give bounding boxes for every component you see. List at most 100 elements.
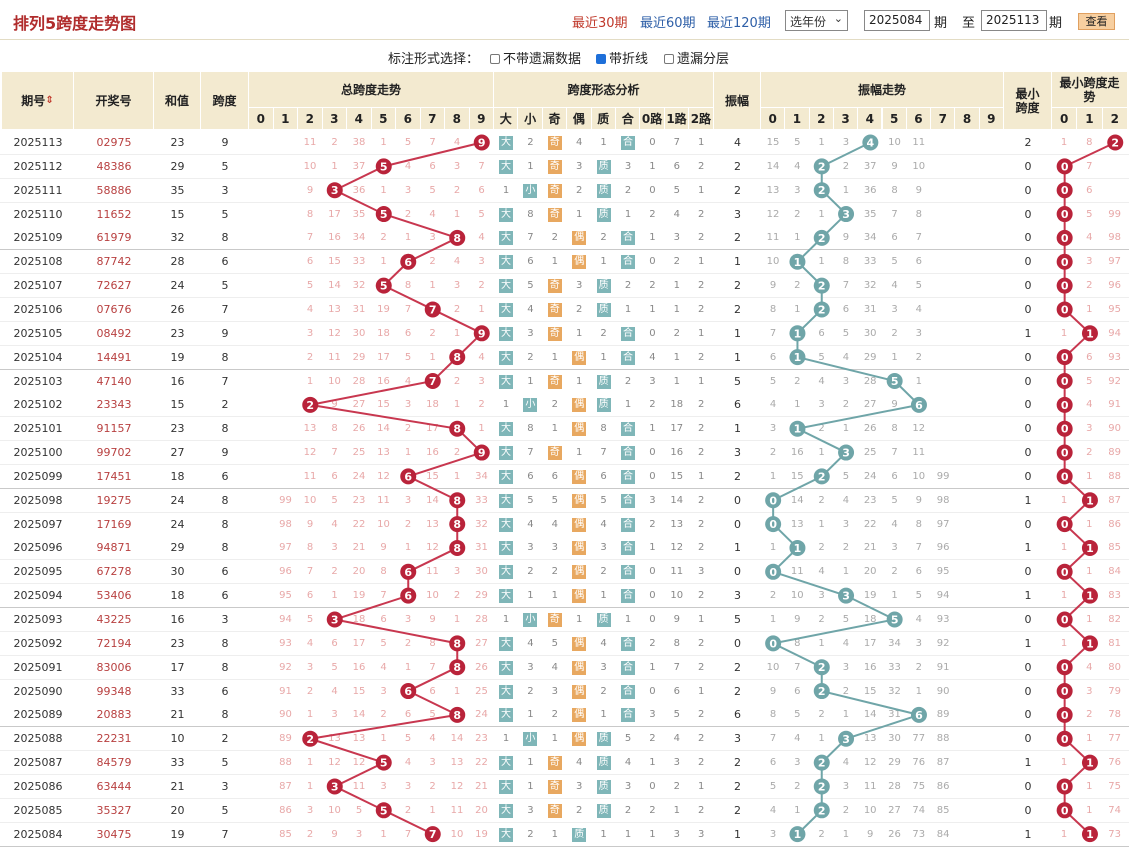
shape-cell: 奇 [547,159,562,174]
shape-cell: 4 [572,136,587,150]
year-select[interactable]: 选年份 ⌄ [785,10,848,31]
span-miss-cell: 11 [426,566,439,578]
shape-cell: 质 [596,398,611,413]
amp-miss-cell: 11 [912,137,926,148]
recent-30-link[interactable]: 最近30期 [572,16,628,31]
issue-cell: 2025087 [13,756,63,770]
span-miss-cell: 2 [331,137,338,148]
amp-cell: 2 [734,684,741,698]
col-issue-header[interactable]: 期号 ⇕ [2,72,74,130]
shape-cell: 2 [694,493,709,508]
span-miss-cell: 1 [306,375,314,387]
amp-miss-cell: 85 [936,804,950,816]
col-amp-trend-header: 振幅走势 [761,72,1004,108]
min-miss-cell: 1 [1086,780,1093,792]
option-no-miss[interactable]: 不带遗漏数据 [490,48,581,67]
span-miss-cell: 9 [331,399,338,411]
amp-miss-cell: 3 [891,303,898,315]
span-miss-cell: 2 [331,566,338,578]
shape-cell: 大 [499,684,513,699]
amp-miss-cell [955,131,979,154]
amp-miss-cell: 1 [818,447,825,459]
shape-cell: 3 [547,684,562,699]
shape-cell: 1 [547,827,562,842]
draw-cell: 17451 [96,469,132,483]
amp-miss-cell: 5 [842,614,850,625]
from-issue-input[interactable]: 2025084 [864,10,930,31]
span-miss-cell [249,703,273,726]
amp-miss-cell: 1 [818,518,825,530]
recent-60-link[interactable]: 最近60期 [640,16,696,31]
amp-miss-cell: 11 [912,447,926,459]
amp-digit-header: 4 [858,108,883,130]
span-miss-cell [249,680,273,703]
amp-miss-cell [955,513,979,536]
span-cell: 6 [221,589,229,603]
shape-cell: 奇 [547,326,562,341]
min-miss-cell: 82 [1108,614,1121,625]
shape-cell: 偶 [572,493,587,508]
shape-cell: 2 [523,684,538,699]
min-miss-cell: 4 [1086,232,1093,244]
shape-cell: 3 [621,779,635,794]
span-miss-cell: 13 [303,423,317,435]
option-miss-layer[interactable]: 遗漏分层 [664,48,729,67]
shape-cell: 2 [645,732,660,747]
shape-cell: 合 [621,136,635,150]
to-issue-input[interactable]: 2025113 [981,10,1047,31]
amp-miss-cell: 10 [766,661,780,673]
recent-120-link[interactable]: 最近120期 [707,16,771,31]
shape-cell: 2 [596,565,611,580]
option-polyline[interactable]: 带折线 [596,48,648,67]
amp-miss-cell: 29 [863,351,877,363]
shape-cell: 奇 [547,446,562,461]
checkbox-icon[interactable] [490,54,500,64]
shape-cell: 合 [621,565,635,580]
option-polyline-label: 带折线 [609,52,649,67]
shape-cell: 2 [694,350,709,365]
checkbox-icon[interactable] [664,54,674,64]
table-row: 2025113 02975 23 9 11 2 38 1 5 7 4 大 2 奇 4 1 合 0 7 1 4 15 5 1 3 1… [0,131,1129,155]
option-bar: 标注形式选择： 不带遗漏数据 带折线 遗漏分层 [0,40,1129,70]
min-miss-cell: 90 [1108,423,1121,435]
amp-miss-cell: 2 [794,208,801,220]
amp-miss-cell [955,823,979,846]
shape-cell: 3 [523,660,538,675]
span-miss-cell: 3 [478,256,485,268]
checkbox-checked-icon[interactable] [596,54,606,64]
amp-miss-cell: 2 [818,423,825,435]
span-miss-cell [249,250,273,273]
shape-cell: 偶 [572,469,587,484]
table-row: 2025100 99702 27 9 12 7 25 13 1 16 2 大 7 奇 1 7 合 0 16 2 3 2 16… [0,441,1129,466]
amp-miss-cell: 23 [863,494,877,506]
span-miss-cell: 4 [380,661,387,673]
shape-cell: 偶 [572,589,587,604]
span-miss-cell: 24 [352,470,366,482]
shape-cell: 3 [621,159,635,174]
draw-cell: 48386 [96,159,132,173]
shape-cell: 2 [694,517,709,532]
amp-miss-cell: 2 [769,590,777,602]
query-button[interactable]: 查看 [1078,13,1115,30]
shape-cell: 5 [669,708,684,723]
shape-cell: 2 [596,231,611,246]
amp-miss-cell: 37 [863,160,877,172]
min-miss-cell: 86 [1108,518,1121,530]
span-miss-cell: 9 [306,184,314,196]
span-cell: 2 [221,398,229,412]
sort-icon[interactable]: ⇕ [45,94,54,106]
amp-miss-cell: 33 [888,661,901,673]
span-miss-cell [249,346,273,369]
amp-miss-cell [955,656,979,679]
amp-miss-cell: 16 [863,661,877,673]
amp-miss-cell: 1 [915,375,922,387]
span-miss-cell: 1 [331,160,338,172]
span-miss-cell: 2 [404,637,412,649]
amp-miss-cell [980,370,1004,393]
span-cell: 7 [221,827,229,841]
shape-cell: 质 [596,803,611,818]
span-miss-cell: 10 [450,828,464,840]
span-miss-cell: 85 [279,828,292,840]
amp-miss-cell [955,393,979,416]
shape-cell: 3 [572,159,587,174]
